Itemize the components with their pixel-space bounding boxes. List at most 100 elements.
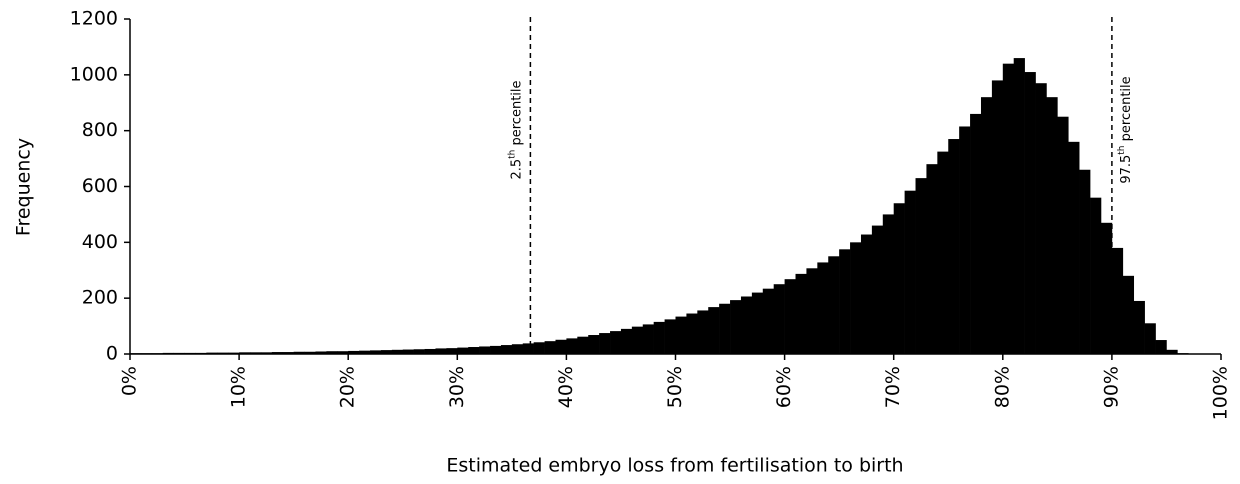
percentile-label-part: th: [507, 150, 517, 159]
histogram-bar: [479, 346, 491, 354]
histogram-bar: [555, 339, 567, 354]
histogram-bar: [915, 178, 927, 354]
y-tick-label: 0: [106, 343, 118, 365]
histogram-bar: [413, 349, 425, 354]
histogram-bar: [490, 345, 502, 354]
histogram-bar: [871, 225, 884, 354]
histogram-bar: [795, 273, 807, 354]
histogram-bar: [599, 333, 611, 354]
y-axis-title: Frequency: [13, 138, 35, 236]
histogram-bar: [337, 351, 349, 354]
histogram-bar: [642, 324, 654, 354]
histogram-bar: [424, 348, 436, 354]
histogram-bar: [315, 351, 327, 354]
histogram-bar: [1046, 97, 1058, 355]
histogram-bar: [1090, 197, 1102, 354]
histogram-bar: [1155, 340, 1167, 354]
x-tick-label: 70%: [882, 366, 904, 408]
histogram-bar: [740, 296, 753, 354]
histogram-bar: [926, 164, 938, 354]
histogram-bar: [970, 113, 982, 355]
histogram-bar: [359, 350, 371, 354]
histogram-bar: [762, 288, 774, 354]
y-tick-label: 1000: [70, 63, 118, 85]
histogram-bar: [773, 284, 785, 354]
histogram-bar: [653, 321, 665, 354]
histogram-bar: [1166, 349, 1178, 354]
histogram-bar: [544, 341, 556, 354]
x-tick-label: 40%: [555, 366, 577, 408]
histogram-bar: [370, 350, 382, 354]
histogram-bar: [250, 352, 262, 354]
histogram-bar: [1057, 116, 1069, 354]
histogram-bar: [304, 351, 316, 354]
histogram-bar: [468, 347, 480, 354]
histogram-bar: [751, 292, 764, 354]
histogram-bar: [675, 316, 687, 354]
histogram-bar: [850, 242, 862, 354]
histogram-bar: [991, 80, 1004, 355]
y-tick-label: 1200: [70, 8, 118, 30]
percentile-label-part: th: [1116, 145, 1126, 154]
histogram-bar: [1111, 247, 1124, 354]
histogram-bar: [293, 351, 305, 354]
histogram-bar: [500, 345, 513, 354]
y-tick-label: 600: [82, 175, 118, 197]
x-tick-label: 90%: [1100, 366, 1122, 408]
histogram-bar: [271, 352, 284, 354]
x-tick-label: 80%: [991, 366, 1013, 408]
histogram-bar: [730, 300, 742, 354]
histogram-bar: [664, 319, 676, 354]
histogram-bar: [1100, 222, 1113, 354]
histogram-bar: [784, 279, 796, 354]
histogram-bar: [457, 347, 469, 354]
percentile-label-part: percentile: [509, 80, 524, 149]
y-tick-label: 800: [82, 119, 118, 141]
percentile-label-part: 97.5: [1118, 155, 1133, 184]
histogram-bar: [828, 256, 840, 354]
histogram-bar: [610, 331, 622, 354]
histogram-bar: [948, 139, 960, 354]
histogram-bar: [435, 348, 447, 354]
x-tick-label: 100%: [1210, 366, 1232, 420]
histogram-bar: [904, 190, 916, 354]
histogram-bar: [1122, 275, 1135, 354]
histogram-bar: [577, 336, 589, 354]
histogram-bar: [533, 342, 545, 354]
percentile-label-part: 2.5: [509, 159, 524, 180]
x-tick-label: 60%: [773, 366, 795, 408]
histogram-bar: [719, 303, 731, 354]
histogram-bar: [893, 203, 905, 354]
x-tick-label: 30%: [446, 366, 468, 408]
histogram-bar: [1035, 83, 1047, 354]
histogram-bar: [1144, 323, 1156, 354]
x-tick-label: 0%: [119, 366, 141, 396]
x-axis-title: Estimated embryo loss from fertilisation…: [446, 455, 903, 477]
histogram-bar: [1068, 141, 1080, 354]
histogram-bar: [860, 234, 873, 354]
histogram-bar: [511, 344, 524, 354]
histogram-bar: [402, 349, 414, 354]
histogram-bar: [697, 310, 709, 354]
histogram-bar: [1013, 58, 1025, 354]
histogram-bar: [959, 126, 971, 355]
histogram-bar: [708, 307, 720, 354]
histogram-bar: [566, 338, 578, 354]
histogram-bar: [980, 97, 993, 355]
histogram-bar: [239, 352, 251, 354]
histogram-bar: [1133, 300, 1145, 354]
y-tick-label: 400: [82, 231, 118, 253]
histogram-bar: [260, 352, 273, 354]
histogram-bar: [686, 313, 698, 354]
histogram-bar: [588, 335, 600, 354]
histogram-bar: [1079, 169, 1091, 354]
histogram-bar: [326, 351, 338, 354]
histogram-bar: [1002, 63, 1015, 355]
histogram-bar: [882, 214, 894, 354]
x-tick-label: 10%: [228, 366, 250, 408]
percentile-label: 2.5th percentile: [507, 80, 524, 179]
histogram-bar: [1024, 72, 1036, 355]
histogram-bar: [839, 249, 851, 354]
histogram-bar: [817, 262, 829, 354]
